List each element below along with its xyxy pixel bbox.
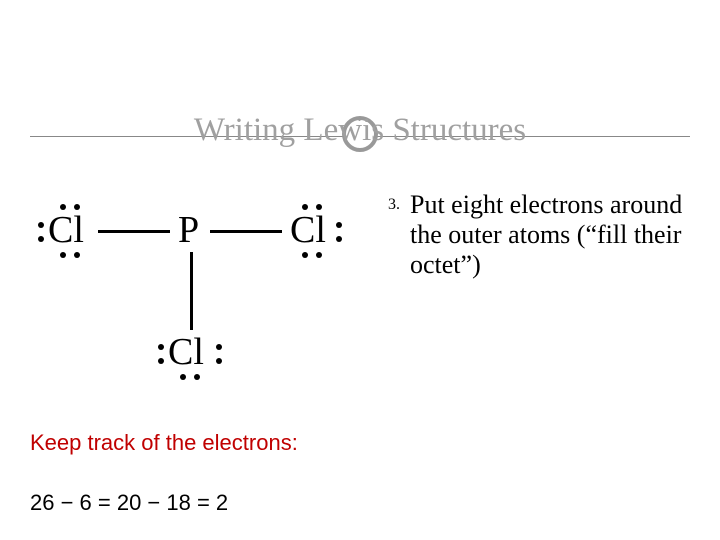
title-dot-icon: . xyxy=(357,104,363,110)
page-title: Writing Lewis Structures xyxy=(30,112,690,149)
electron-dot xyxy=(216,344,222,350)
electron-dot xyxy=(60,252,66,258)
atom-p-center: P xyxy=(178,208,199,252)
electron-dot xyxy=(336,222,342,228)
bond-right xyxy=(210,230,282,233)
lewis-structure-diagram: Cl P Cl Cl xyxy=(20,190,360,410)
electron-dot xyxy=(38,236,44,242)
electron-dot xyxy=(194,374,200,380)
electron-dot xyxy=(158,358,164,364)
slide: . Writing Lewis Structures 3. Put eight … xyxy=(0,0,720,540)
bond-left xyxy=(98,230,170,233)
electron-dot xyxy=(38,222,44,228)
electron-dot xyxy=(216,358,222,364)
atom-cl-right: Cl xyxy=(290,208,326,252)
list-item: 3. Put eight electrons around the outer … xyxy=(380,190,690,280)
bond-down xyxy=(190,252,193,330)
electron-dot xyxy=(74,252,80,258)
electron-dot xyxy=(158,344,164,350)
electron-dot xyxy=(180,374,186,380)
bullet-list: 3. Put eight electrons around the outer … xyxy=(380,190,690,280)
bullet-text: Put eight electrons around the outer ato… xyxy=(410,190,690,280)
electron-dot xyxy=(316,252,322,258)
atom-cl-left: Cl xyxy=(48,208,84,252)
electron-dot xyxy=(74,204,80,210)
atom-cl-bottom: Cl xyxy=(168,330,204,374)
electron-dot xyxy=(336,236,342,242)
electron-tracker-label: Keep track of the electrons: xyxy=(30,430,298,456)
title-area: . Writing Lewis Structures xyxy=(30,66,690,156)
electron-tracker-equation: 26 − 6 = 20 − 18 = 2 xyxy=(30,490,228,516)
electron-dot xyxy=(316,204,322,210)
electron-dot xyxy=(302,204,308,210)
bullet-number: 3. xyxy=(380,190,400,214)
electron-dot xyxy=(60,204,66,210)
electron-dot xyxy=(302,252,308,258)
